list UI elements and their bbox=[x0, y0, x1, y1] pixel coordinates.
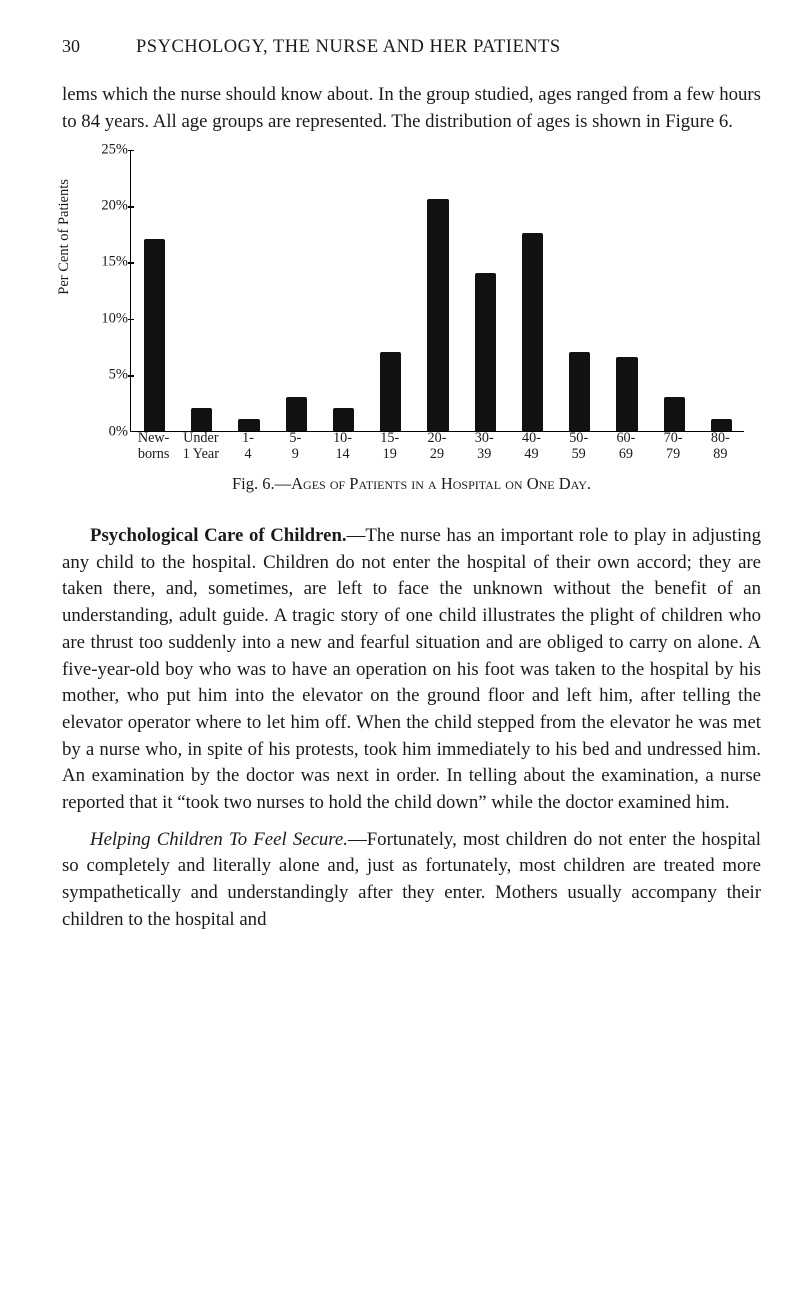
x-tick-label: New- borns bbox=[130, 430, 177, 463]
x-tick-label: 5- 9 bbox=[272, 430, 319, 463]
x-tick-label: 15- 19 bbox=[366, 430, 413, 463]
chart-bar bbox=[522, 233, 543, 430]
x-tick-label: Under 1 Year bbox=[177, 430, 224, 463]
section-para-1: Psychological Care of Children.—The nurs… bbox=[62, 523, 761, 817]
x-tick-label: 20- 29 bbox=[413, 430, 460, 463]
section-para-2: Helping Children To Feel Secure.—Fortuna… bbox=[62, 827, 761, 934]
x-tick-label: 30- 39 bbox=[461, 430, 508, 463]
x-tick-label: 70- 79 bbox=[650, 430, 697, 463]
figure-caption: Fig. 6.—Ages of Patients in a Hospital o… bbox=[62, 472, 761, 495]
chart-bar bbox=[191, 408, 212, 431]
section-lead: Psychological Care of Children. bbox=[90, 525, 347, 546]
section-body-1: —The nurse has an important role to play… bbox=[62, 525, 761, 813]
figure-6: Per Cent of Patients 25%20%15%10%5%0% Ne… bbox=[62, 150, 761, 495]
x-tick-label: 60- 69 bbox=[602, 430, 649, 463]
y-tick-label: 15% bbox=[86, 252, 128, 273]
x-tick-label: 1- 4 bbox=[224, 430, 271, 463]
x-tick-label: 40- 49 bbox=[508, 430, 555, 463]
chart-bar bbox=[144, 239, 165, 431]
y-tick-label: 0% bbox=[86, 421, 128, 442]
chart-bar bbox=[427, 199, 448, 430]
y-tick-label: 10% bbox=[86, 309, 128, 330]
x-axis-labels: New- bornsUnder 1 Year1- 45- 910- 1415- … bbox=[130, 430, 744, 464]
page-header: 30 PSYCHOLOGY, THE NURSE AND HER PATIENT… bbox=[62, 34, 761, 60]
figure-caption-lead: Fig. 6. bbox=[232, 474, 275, 493]
body-text: Psychological Care of Children.—The nurs… bbox=[62, 523, 761, 933]
x-tick-label: 50- 59 bbox=[555, 430, 602, 463]
chart-bar bbox=[616, 357, 637, 430]
y-tick-label: 20% bbox=[86, 196, 128, 217]
section-subhead-italic: Helping Children To Feel Secure. bbox=[90, 829, 348, 850]
y-tick-label: 5% bbox=[86, 365, 128, 386]
chart-bar bbox=[380, 352, 401, 431]
figure-caption-text: —Ages of Patients in a Hospital on One D… bbox=[275, 474, 591, 493]
x-tick-label: 80- 89 bbox=[697, 430, 744, 463]
chart-bar bbox=[569, 352, 590, 431]
x-tick-label: 10- 14 bbox=[319, 430, 366, 463]
chart-bar bbox=[475, 273, 496, 431]
bar-chart: Per Cent of Patients 25%20%15%10%5%0% Ne… bbox=[62, 150, 744, 460]
chart-bar bbox=[333, 408, 354, 431]
intro-paragraph: lems which the nurse should know about. … bbox=[62, 82, 761, 135]
running-head: PSYCHOLOGY, THE NURSE AND HER PATIENTS bbox=[136, 34, 561, 60]
y-tick-label: 25% bbox=[86, 139, 128, 160]
chart-plot-area bbox=[130, 150, 744, 432]
y-axis-label: Per Cent of Patients bbox=[54, 179, 75, 295]
chart-bar bbox=[286, 397, 307, 431]
page-number: 30 bbox=[62, 34, 80, 60]
chart-bar bbox=[664, 397, 685, 431]
